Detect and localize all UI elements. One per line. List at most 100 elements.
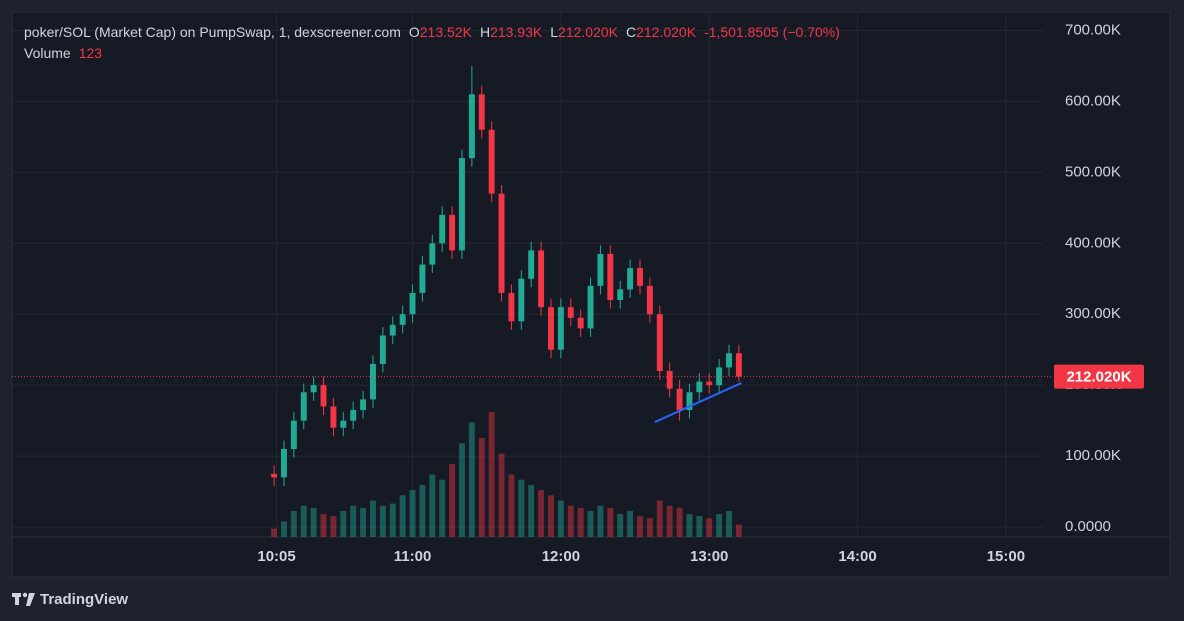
volume-bar [429, 474, 436, 537]
volume-bar [637, 516, 643, 537]
volume-bar [548, 495, 554, 537]
c-value: 212.020K [636, 24, 697, 40]
candle-body [439, 214, 446, 244]
candle-body [587, 285, 594, 329]
candle-body [350, 410, 357, 421]
l-label: L [550, 24, 558, 40]
volume-bar [478, 438, 485, 537]
y-tick-label: 700.00K [1065, 21, 1121, 38]
x-tick-label: 15:00 [987, 548, 1025, 565]
x-tick-label: 12:00 [542, 548, 580, 565]
volume-label: Volume [24, 45, 71, 61]
volume-bar [508, 474, 515, 537]
last-price-label: 212.020K [1066, 369, 1131, 386]
candle-body [607, 253, 614, 301]
candle-body [518, 278, 525, 322]
candle-body [468, 94, 475, 159]
candle-body [389, 324, 396, 336]
volume-bar [528, 484, 535, 537]
volume-bar [340, 510, 347, 537]
volume-bar [676, 507, 683, 537]
candle-body [488, 129, 495, 194]
volume-bar [320, 514, 327, 537]
candle-body [330, 406, 337, 428]
volume-bar [439, 479, 446, 537]
candle-body [557, 307, 564, 350]
volume-bar [300, 505, 307, 537]
volume-bar [706, 518, 713, 537]
volume-bar [449, 464, 456, 537]
candle-body [577, 317, 584, 329]
volume-bar [587, 510, 594, 537]
last-price-box [1054, 364, 1144, 389]
y-tick-label: 100.00K [1065, 447, 1121, 464]
candle-body [310, 385, 317, 393]
y-tick-label: 300.00K [1065, 305, 1121, 322]
candle-body [686, 392, 693, 411]
candle-body [627, 268, 634, 290]
volume-bar [538, 490, 545, 537]
candle-body [508, 292, 515, 322]
x-tick-label: 13:00 [690, 548, 728, 565]
candle-body [548, 307, 554, 350]
l-value: 212.020K [558, 24, 619, 40]
volume-bar [735, 524, 742, 537]
volume-bar [399, 495, 406, 537]
candle-body [656, 314, 663, 371]
candle-body [706, 381, 713, 386]
candle-body [478, 94, 485, 130]
volume-bar [726, 510, 732, 537]
plot [12, 65, 1053, 537]
candle-body [716, 367, 723, 386]
volume-bar [468, 422, 475, 537]
volume-bar [518, 479, 525, 537]
volume-bar [370, 500, 376, 537]
volume-bar [617, 514, 624, 537]
volume-bar [607, 507, 614, 537]
volume-bar [409, 490, 416, 537]
trendline [654, 382, 742, 423]
volume-bar [557, 500, 564, 537]
candle-body [726, 353, 732, 368]
volume-bar [656, 500, 663, 537]
h-value: 213.93K [490, 24, 543, 40]
candle-body [300, 392, 307, 421]
candle-body [676, 388, 683, 411]
volume-header: Volume 123 [24, 45, 102, 61]
candle-body [528, 250, 535, 279]
volume-bar [419, 484, 426, 537]
o-label: O [409, 24, 420, 40]
volume-bar [488, 412, 495, 537]
volume-bar [310, 507, 317, 537]
candle-body [419, 264, 426, 293]
o-value: 213.52K [420, 24, 473, 40]
candle-body [498, 193, 505, 293]
candle-body [409, 292, 416, 315]
volume-bar [696, 516, 703, 537]
candle-body [370, 363, 376, 400]
volume-bar [271, 528, 278, 537]
candle-body [271, 473, 278, 478]
candle-body [459, 158, 465, 251]
grid [12, 12, 1043, 537]
candle-body [646, 285, 653, 315]
brand-logo [12, 592, 35, 606]
candle-body [735, 353, 742, 377]
candle-body [360, 399, 367, 411]
volume-bar [280, 521, 287, 537]
brand: TradingView [40, 591, 128, 608]
volume-bar [290, 510, 297, 537]
candle-body [340, 420, 347, 428]
volume-bar [379, 505, 386, 537]
volume-bar [360, 507, 367, 537]
y-tick-label: 600.00K [1065, 92, 1121, 109]
candle-body [449, 214, 456, 251]
x-tick-label: 11:00 [394, 548, 432, 565]
volume-bar [597, 505, 604, 537]
volume-bar [686, 514, 693, 537]
candle-body [379, 335, 386, 364]
candle-body [538, 250, 545, 308]
volume-bar [666, 505, 673, 537]
candle-body [290, 420, 297, 450]
